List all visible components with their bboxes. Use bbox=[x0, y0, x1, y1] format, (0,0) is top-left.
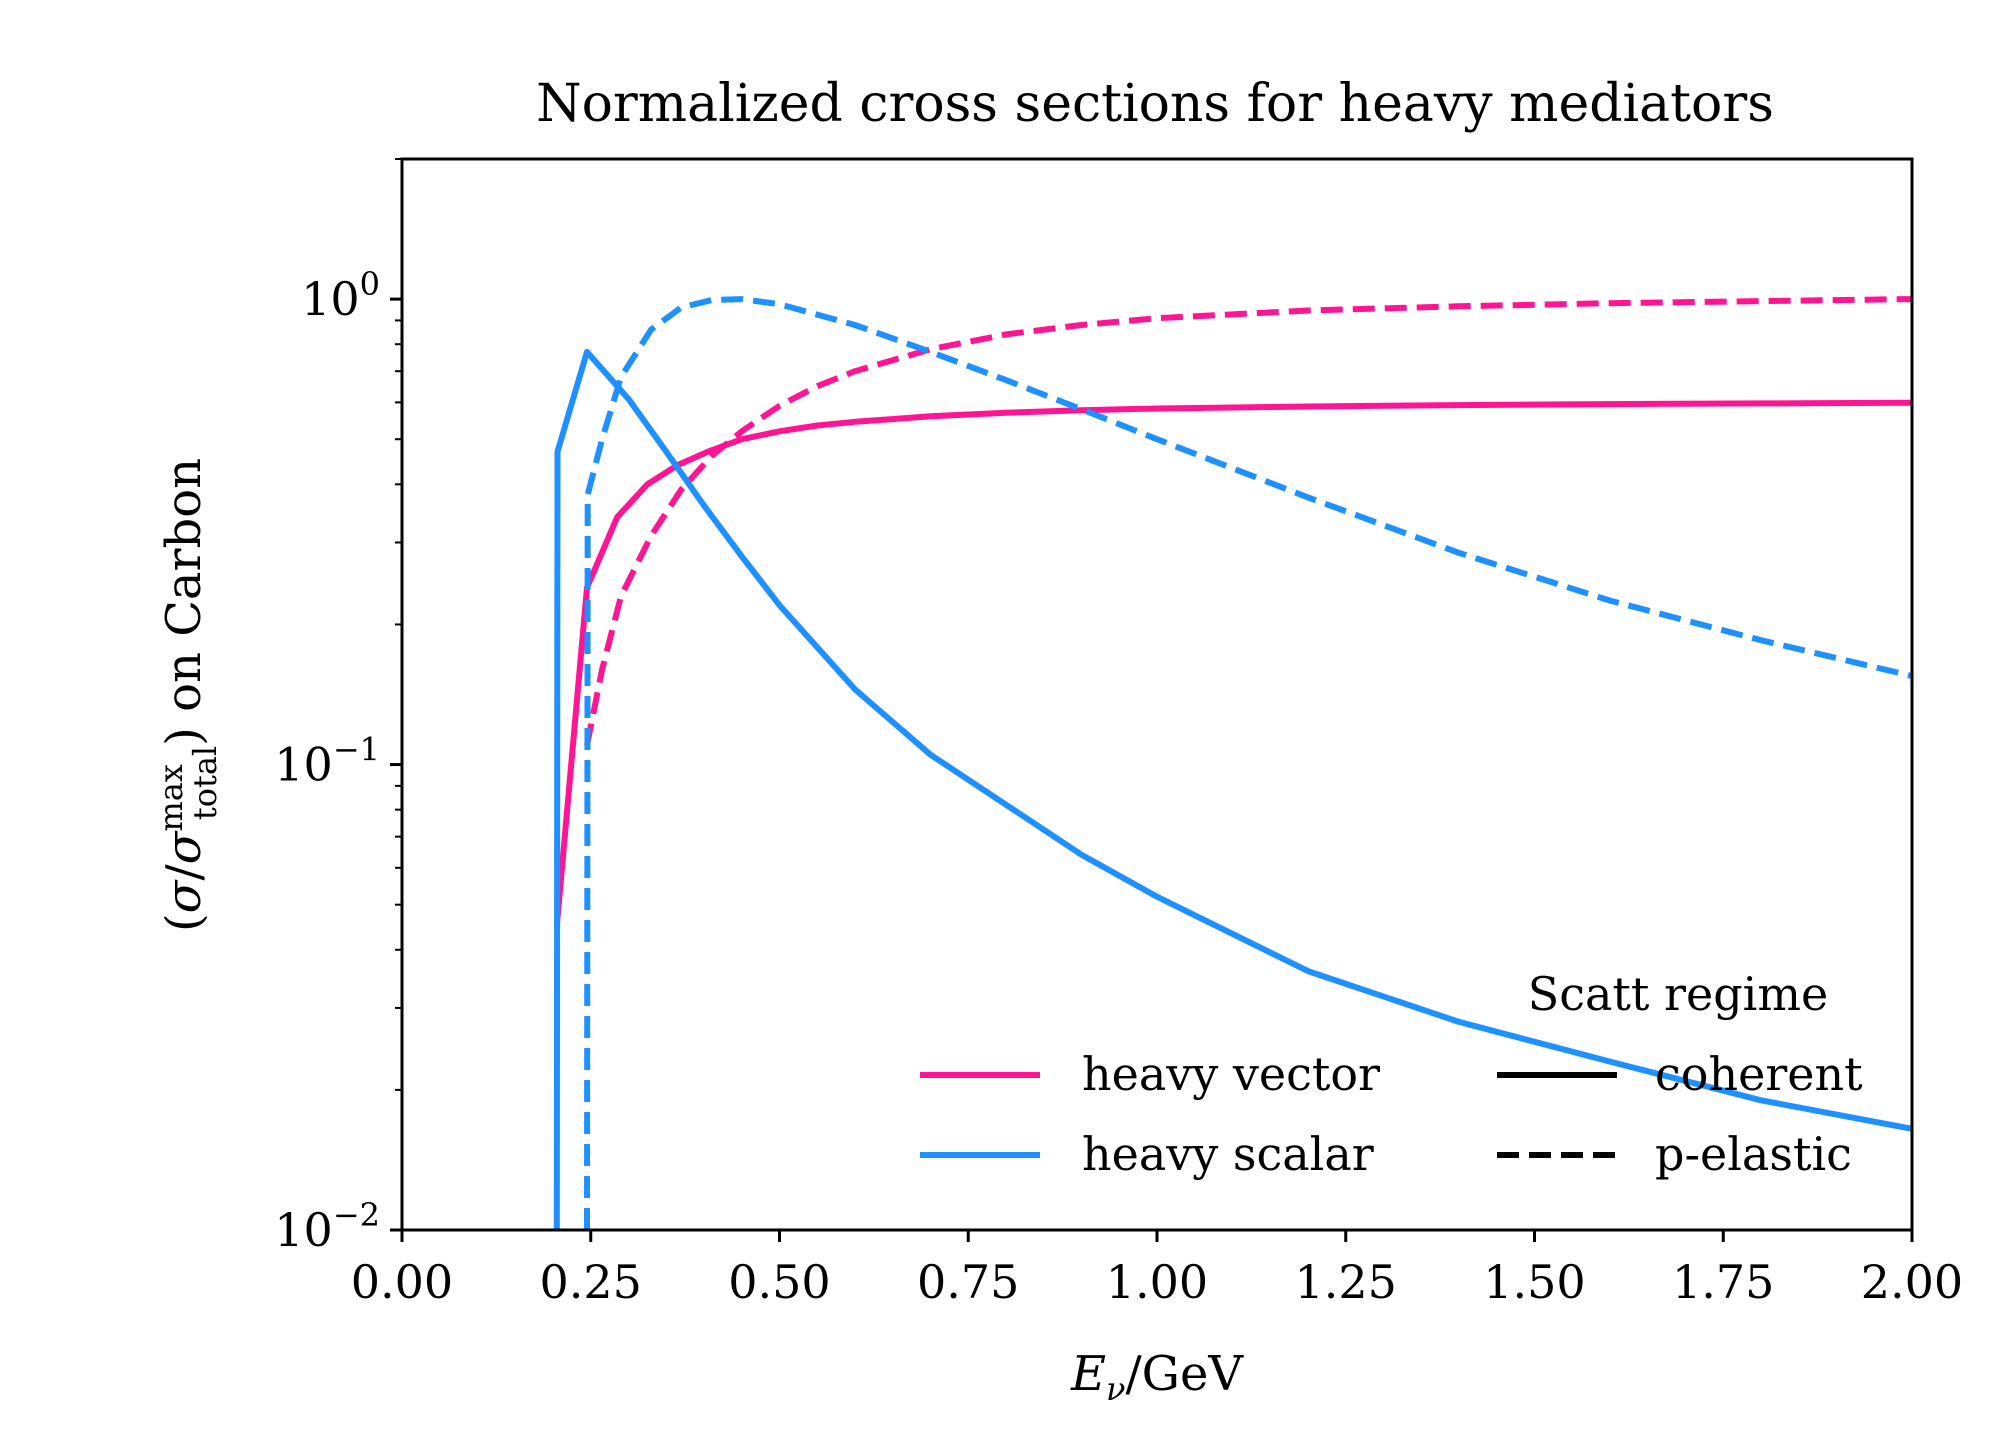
legend: heavy vector heavy scalar Scatt regime c… bbox=[920, 967, 1863, 1181]
legend-label-coherent: coherent bbox=[1655, 1047, 1863, 1101]
x-tick-label: 0.25 bbox=[540, 1255, 642, 1309]
series-group bbox=[553, 296, 1912, 1230]
series-line-heavy-scalar-coherent bbox=[553, 348, 1912, 1230]
x-tick-label: 1.25 bbox=[1295, 1255, 1397, 1309]
series-line-heavy-vector-coherent bbox=[553, 399, 1912, 927]
x-tick-label: 1.75 bbox=[1672, 1255, 1774, 1309]
y-axis-label: (σ/σmaxtotal) on Carbon bbox=[152, 458, 224, 932]
chart-title: Normalized cross sections for heavy medi… bbox=[536, 74, 1774, 134]
x-tick-label: 0.50 bbox=[728, 1255, 830, 1309]
x-tick-label: 1.50 bbox=[1483, 1255, 1585, 1309]
legend-label-heavy-scalar: heavy scalar bbox=[1082, 1127, 1374, 1181]
x-tick-label: 1.00 bbox=[1106, 1255, 1208, 1309]
x-axis-ticks: 0.00 0.25 0.50 0.75 1.00 1.25 1.50 1.75 2.00 bbox=[351, 1230, 1963, 1309]
y-tick-label: 10−1 bbox=[274, 731, 380, 792]
y-tick-label: 100 bbox=[301, 265, 380, 326]
x-tick-label: 2.00 bbox=[1861, 1255, 1963, 1309]
series-line-heavy-scalar-p-elastic bbox=[584, 296, 1912, 1230]
x-tick-label: 0.00 bbox=[351, 1255, 453, 1309]
y-axis-ticks: 100 10−1 10−2 bbox=[274, 158, 402, 1257]
legend-label-p-elastic: p-elastic bbox=[1655, 1127, 1852, 1181]
x-tick-label: 0.75 bbox=[917, 1255, 1019, 1309]
legend-label-heavy-vector: heavy vector bbox=[1082, 1047, 1380, 1101]
series-line-heavy-vector-p-elastic bbox=[584, 296, 1912, 746]
x-axis-label: Eν/GeV bbox=[1070, 1346, 1244, 1408]
y-tick-label: 10−2 bbox=[274, 1196, 380, 1257]
legend-regime-title: Scatt regime bbox=[1528, 967, 1829, 1021]
